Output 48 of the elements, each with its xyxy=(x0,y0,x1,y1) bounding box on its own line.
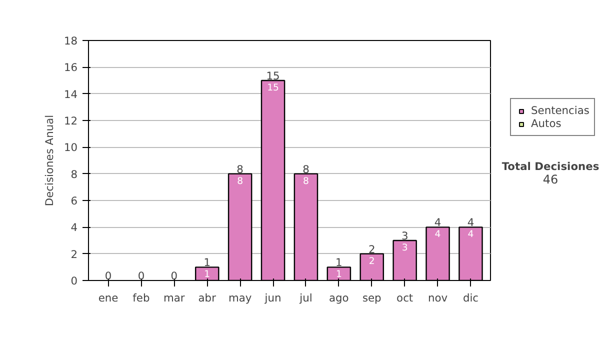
y-tick-label: 18 xyxy=(64,34,78,48)
y-tick-label: 2 xyxy=(70,248,78,261)
total-label: 0 xyxy=(138,270,145,282)
y-tick-label: 12 xyxy=(64,114,78,128)
total-label: 1 xyxy=(204,256,211,270)
y-axis-title: Decisiones Anual xyxy=(42,114,56,206)
y-tick-label: 10 xyxy=(64,141,78,154)
total-label: 4 xyxy=(434,216,442,230)
data-label: 1 xyxy=(204,269,210,280)
x-tick-label: may xyxy=(228,292,252,304)
total-label: 3 xyxy=(401,230,408,242)
data-label: 4 xyxy=(468,229,474,240)
total-label: 1 xyxy=(336,256,342,270)
x-tick-label: abr xyxy=(198,292,217,304)
x-tick-label: feb xyxy=(132,292,150,304)
total-label: 0 xyxy=(104,270,112,282)
x-tick-label: dic xyxy=(462,292,479,304)
total-label: 8 xyxy=(302,162,310,176)
data-label: 8 xyxy=(303,176,310,187)
total-label: 4 xyxy=(467,216,474,230)
y-tick-label: 14 xyxy=(64,88,78,101)
x-tick-label: oct xyxy=(396,292,414,304)
x-tick-label: ene xyxy=(98,292,118,304)
text: Total Decisiones xyxy=(502,160,600,173)
text: 46 xyxy=(542,172,558,186)
data-label: 4 xyxy=(434,229,441,240)
x-tick-label: jun xyxy=(264,292,282,304)
y-tick-label: 0 xyxy=(70,274,78,288)
legend-label: Autos xyxy=(531,117,562,130)
x-tick-label: ago xyxy=(329,292,349,304)
x-tick-label: nov xyxy=(428,292,448,304)
total-label: 0 xyxy=(170,270,178,282)
x-tick-label: sep xyxy=(362,292,382,304)
y-tick-label: 6 xyxy=(70,194,78,208)
y-tick-label: 8 xyxy=(70,168,78,181)
data-label: 15 xyxy=(267,82,280,94)
y-tick-label: 4 xyxy=(70,221,78,234)
total-label: 15 xyxy=(266,70,280,82)
data-label: 2 xyxy=(368,256,375,267)
x-tick-label: mar xyxy=(164,292,186,304)
data-label: 1 xyxy=(336,269,342,280)
x-tick-label: jul xyxy=(298,292,312,304)
data-label: 3 xyxy=(402,242,408,254)
data-label: 8 xyxy=(237,176,244,187)
legend-label: Sentencias xyxy=(531,104,590,117)
total-label: 8 xyxy=(236,162,244,176)
total-label: 2 xyxy=(368,242,376,256)
y-tick-label: 16 xyxy=(64,61,78,74)
